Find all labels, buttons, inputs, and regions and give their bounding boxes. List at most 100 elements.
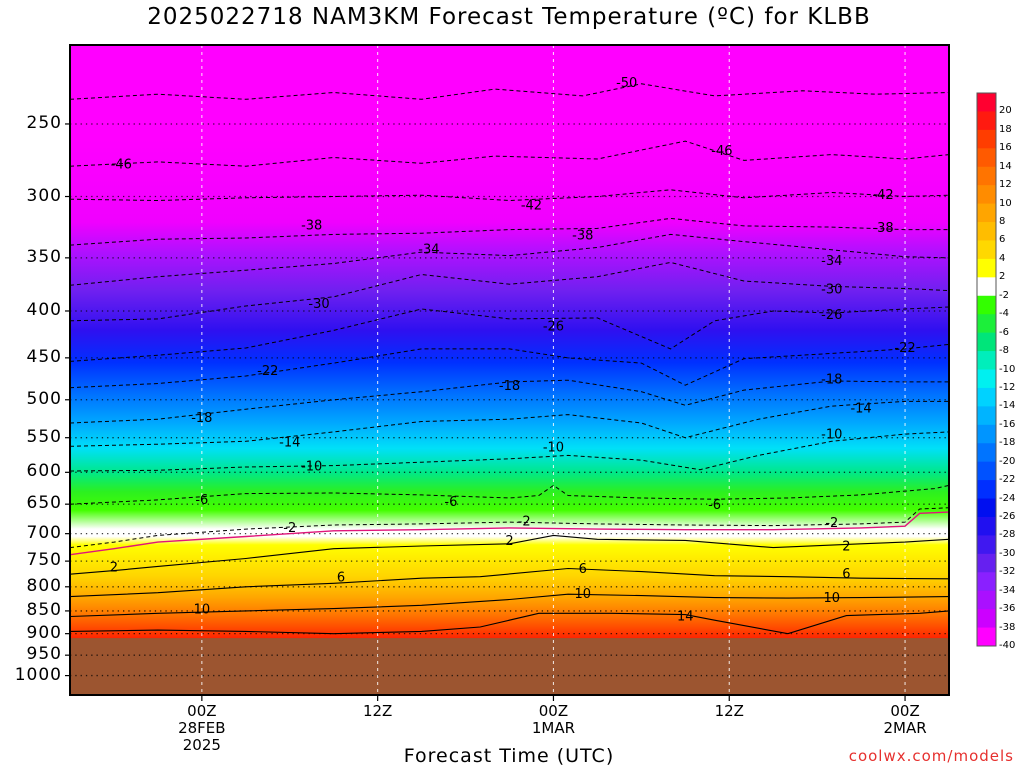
contour-label-10: 10 xyxy=(824,591,841,606)
x-tick-label-line: 12Z xyxy=(714,702,744,720)
contour-label-6: 6 xyxy=(579,562,587,577)
contour-label--18: -18 xyxy=(499,379,520,394)
colorbar-tick-label: 14 xyxy=(999,160,1012,172)
colorbar-swatch xyxy=(977,351,996,370)
y-tick-label: 1000 xyxy=(14,664,62,685)
contour-label--2: -2 xyxy=(283,521,296,536)
contour-label-2: 2 xyxy=(505,534,513,549)
colorbar-swatch xyxy=(977,516,996,536)
colorbar-tick-label: -20 xyxy=(999,455,1016,467)
colorbar-tick-label: -32 xyxy=(999,566,1016,578)
contour-label--14: -14 xyxy=(850,402,871,417)
x-tick-label-line: 12Z xyxy=(362,702,393,720)
contour-line-2 xyxy=(70,534,949,575)
y-tick-label: 400 xyxy=(26,299,62,320)
contour-label-10: 10 xyxy=(194,603,211,618)
colorbar-swatch xyxy=(977,406,996,426)
contour-label--38: -38 xyxy=(301,219,322,234)
contour-label--42: -42 xyxy=(872,188,893,203)
contour-line--30 xyxy=(70,261,949,322)
x-tick-label-line: 00Z xyxy=(890,702,920,720)
contour-label--6: -6 xyxy=(708,498,721,513)
y-tick-label: 450 xyxy=(26,346,62,367)
contour-label--50: -50 xyxy=(616,76,637,91)
y-tick-label: 600 xyxy=(26,461,62,482)
contour-label--6: -6 xyxy=(195,493,208,508)
colorbar-tick-label: -6 xyxy=(999,326,1009,338)
colorbar-swatch xyxy=(977,166,996,186)
contour-label--42: -42 xyxy=(521,198,542,213)
colorbar-swatch xyxy=(977,222,996,241)
contour-line--38 xyxy=(70,217,949,246)
contour-line--50 xyxy=(70,83,949,100)
y-tick-label: 900 xyxy=(26,622,62,643)
colorbar-tick-label: -22 xyxy=(999,474,1016,486)
contour-label--22: -22 xyxy=(894,341,915,356)
colorbar-tick-label: -36 xyxy=(999,603,1016,615)
colorbar-tick-label: -2 xyxy=(999,289,1009,301)
y-tick-label: 300 xyxy=(26,185,62,206)
colorbar-swatch xyxy=(977,314,996,334)
contour-line--46 xyxy=(70,140,949,167)
contour-line--26 xyxy=(70,306,949,362)
ground-area xyxy=(70,638,949,695)
contour-label--14: -14 xyxy=(279,435,300,450)
plot-layers: -50-46-46-42-42-38-38 -38-34-34-30-30-26-… xyxy=(70,45,949,695)
colorbar-tick-label: 10 xyxy=(999,197,1012,209)
colorbar-tick-label: -10 xyxy=(999,363,1016,375)
colorbar-swatch xyxy=(977,480,996,500)
y-tick-label: 550 xyxy=(26,426,62,447)
x-tick-label-line: 2025 xyxy=(182,736,221,754)
plot-area: -50-46-46-42-42-38-38 -38-34-34-30-30-26-… xyxy=(65,44,950,701)
colorbar-tick-label: -16 xyxy=(999,418,1016,430)
x-tick-label: 00Z 1MAR xyxy=(508,703,598,737)
x-tick-label: 12Z xyxy=(333,703,423,720)
colorbar-tick-label: 6 xyxy=(999,234,1006,246)
contour-line-14 xyxy=(70,610,949,635)
colorbar-tick-label: -24 xyxy=(999,492,1016,504)
colorbar-swatch xyxy=(977,148,996,168)
colorbar-swatch xyxy=(977,111,996,131)
colorbar-tick-label: -8 xyxy=(999,345,1009,357)
colorbar-tick-label: 4 xyxy=(999,252,1006,264)
contour-label-2: 2 xyxy=(110,560,118,575)
colorbar-swatch xyxy=(977,572,996,592)
colorbar-swatch xyxy=(977,627,996,647)
contour-label--22: -22 xyxy=(257,364,278,379)
contour-label--6: -6 xyxy=(444,495,457,510)
colorbar-tick-label: -34 xyxy=(999,584,1016,596)
x-tick-label-line: 00Z xyxy=(187,702,217,720)
contour-label--18: -18 xyxy=(191,411,212,426)
contour-label--46: -46 xyxy=(711,144,732,159)
colorbar-tick-label: 16 xyxy=(999,142,1012,154)
contour-line-10 xyxy=(70,593,949,618)
colorbar-tick-label: 12 xyxy=(999,179,1012,191)
contour-label--30: -30 xyxy=(821,282,842,297)
plot-frame xyxy=(69,44,950,696)
contour-label-10: 10 xyxy=(574,587,591,602)
source-credit: coolwx.com/models xyxy=(848,747,1014,765)
contour-label-2: 2 xyxy=(842,539,850,554)
colorbar-swatch xyxy=(977,277,996,297)
contour-label--34: -34 xyxy=(418,243,439,258)
x-tick-label-line: 28FEB xyxy=(178,719,226,737)
contour-label--26: -26 xyxy=(543,320,564,335)
colorbar-swatch xyxy=(977,387,996,407)
colorbar-tick-label: 8 xyxy=(999,216,1006,228)
colorbar-swatch xyxy=(977,185,996,205)
y-tick-label: 350 xyxy=(26,246,62,267)
contour-label--30: -30 xyxy=(308,297,329,312)
colorbar-swatch xyxy=(977,609,996,629)
colorbar-tick-label: -28 xyxy=(999,529,1016,541)
contour-line--18 xyxy=(70,379,949,424)
colorbar-swatch xyxy=(977,443,996,463)
colorbar-swatch xyxy=(977,369,996,389)
contour-label--10: -10 xyxy=(301,460,322,475)
contour-label--18: -18 xyxy=(821,373,842,388)
x-tick-label-line: 1MAR xyxy=(531,719,576,737)
y-tick-label: 850 xyxy=(26,599,62,620)
colorbar-tick-label: 2 xyxy=(999,271,1006,283)
contour-label--34: -34 xyxy=(821,254,842,269)
colorbar xyxy=(976,92,997,647)
x-tick-label: 00Z 2MAR xyxy=(860,703,950,737)
